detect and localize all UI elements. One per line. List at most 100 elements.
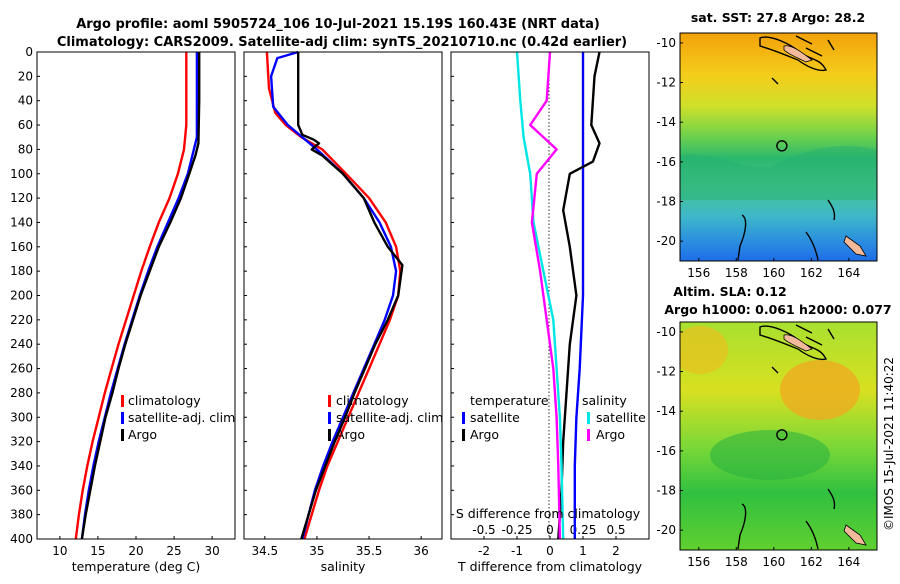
temperature-xlabel: temperature (deg C) [72, 559, 201, 574]
series-line-argo [80, 52, 201, 540]
legend-label-climatology: climatology [336, 393, 409, 408]
temperature-legend: climatology satellite-adj. clim Argo [121, 393, 235, 442]
x-tick-label: 34.5 [251, 544, 278, 558]
x-tick-label: 2 [612, 544, 620, 558]
sst-map-title: sat. SST: 27.8 Argo: 28.2 [691, 10, 865, 25]
map-x-tick-label: 160 [762, 266, 785, 280]
legend-label-satellite: satellite-adj. clim [336, 410, 443, 425]
sla-low-anomaly [710, 430, 830, 480]
x2-tick-label: 0.5 [606, 523, 625, 537]
salinity-axes-frame [243, 51, 443, 540]
coastline-vanuatu [737, 199, 836, 261]
series-line-temperature-argo [557, 51, 601, 540]
land-solomon [783, 334, 813, 352]
figure-title-line2: Climatology: CARS2009. Satellite-adj cli… [57, 35, 627, 50]
map-y-tick-label: -14 [656, 115, 676, 129]
legend-swatch-sal-argo [587, 429, 590, 441]
legend-header-salinity: salinity [582, 393, 627, 408]
x-tick-label: 35 [309, 544, 324, 558]
copyright-stamp: ©IMOS 15-Jul-2021 11:40:22 [882, 357, 896, 531]
y-tick-label: 80 [18, 142, 33, 156]
map-y-tick-label: -14 [656, 404, 676, 418]
y-tick-label: 360 [10, 483, 33, 497]
figure-title-line1: Argo profile: aoml 5905724_106 10-Jul-20… [76, 17, 600, 32]
map-y-tick-label: -10 [656, 325, 676, 339]
map-x-tick-label: 156 [687, 555, 710, 569]
land-vanuatu [843, 235, 867, 257]
series-line-climatology [74, 52, 188, 540]
y-tick-label: 260 [10, 362, 33, 376]
map-x-tick-label: 158 [725, 266, 748, 280]
x-tick-label: 35.5 [356, 544, 383, 558]
map-y-tick-label: -10 [656, 36, 676, 50]
map-x-tick-label: 158 [725, 555, 748, 569]
legend-label-sal-argo: Argo [596, 427, 625, 442]
sla-high-anomaly-west [680, 326, 728, 374]
map-y-tick-label: -20 [656, 523, 676, 537]
x-tick-label: 36 [414, 544, 429, 558]
y-tick-label: 20 [18, 69, 33, 83]
legend-label-argo: Argo [336, 427, 365, 442]
map-x-tick-label: 164 [837, 555, 860, 569]
y-tick-label: 60 [18, 118, 33, 132]
y-tick-label: 0 [25, 45, 33, 59]
legend-swatch-satellite [121, 412, 124, 424]
difference-legend: temperature satellite Argo salinity sate… [462, 393, 646, 442]
series-line-temperature-satellite [573, 52, 585, 539]
y-tick-label: 300 [10, 410, 33, 424]
x-tick-label: -1 [511, 544, 523, 558]
legend-swatch-climatology [328, 395, 331, 407]
map-x-tick-label: 164 [837, 266, 860, 280]
sst-field [680, 33, 877, 261]
series-line-salinity-satellite [515, 51, 565, 540]
legend-label-sal-satellite: satellite [596, 410, 646, 425]
y-tick-label: 140 [10, 215, 33, 229]
legend-swatch-sal-satellite [587, 412, 590, 424]
sla-map-subtitle: Argo h1000: 0.061 h2000: 0.077 [664, 302, 891, 317]
salinity-xlabel: salinity [321, 559, 366, 574]
y-tick-label: 400 [10, 532, 33, 546]
legend-swatch-argo [328, 429, 331, 441]
map-x-tick-label: 156 [687, 266, 710, 280]
argo-position-marker [776, 140, 788, 152]
legend-swatch-climatology [121, 395, 124, 407]
y-tick-label: 280 [10, 386, 33, 400]
coastline-solomon [759, 36, 828, 72]
x-tick-label: 0 [546, 544, 554, 558]
y-tick-label: 180 [10, 264, 33, 278]
difference-axes-frame [450, 51, 650, 540]
salinity-panel: 34.5 35 35.5 36 salinity climatology satell… [243, 50, 443, 574]
argo-position-marker [776, 429, 788, 441]
land-vanuatu [843, 524, 867, 546]
legend-header-temperature: temperature [470, 393, 549, 408]
x-tick-label: 1 [579, 544, 587, 558]
y-tick-label: 100 [10, 167, 33, 181]
y-tick-label: 240 [10, 337, 33, 351]
sla-high-anomaly [780, 360, 860, 420]
y-tick-label: 40 [18, 94, 33, 108]
y-tick-label: 320 [10, 435, 33, 449]
map-y-tick-label: -16 [656, 155, 676, 169]
x-tick-label: 30 [205, 544, 220, 558]
legend-swatch-temp-argo [462, 429, 465, 441]
legend-label-climatology: climatology [128, 393, 201, 408]
legend-label-temp-satellite: satellite [470, 410, 520, 425]
x2-tick-label: 0.25 [570, 523, 597, 537]
sst-cold-tongue [680, 145, 877, 200]
x-tick-label: 10 [52, 544, 67, 558]
x2-tick-label: 0 [546, 523, 554, 537]
x-tick-label: 15 [90, 544, 105, 558]
legend-label-satellite: satellite-adj. clim [128, 410, 235, 425]
legend-label-temp-argo: Argo [470, 427, 499, 442]
sla-map-frame [679, 321, 878, 551]
legend-swatch-argo [121, 429, 124, 441]
salinity-legend: climatology satellite-adj. clim Argo [328, 393, 443, 442]
sst-map-panel: sat. SST: 27.8 Argo: 28.2 -10 -12 -14 -16 -1… [656, 10, 878, 280]
land-solomon [783, 45, 813, 63]
coastline-vanuatu [737, 488, 836, 550]
map-y-tick-label: -18 [656, 484, 676, 498]
map-x-tick-label: 162 [800, 555, 823, 569]
series-line-satellite-adj-clim [269, 50, 398, 540]
coastline-solomon [759, 325, 828, 361]
